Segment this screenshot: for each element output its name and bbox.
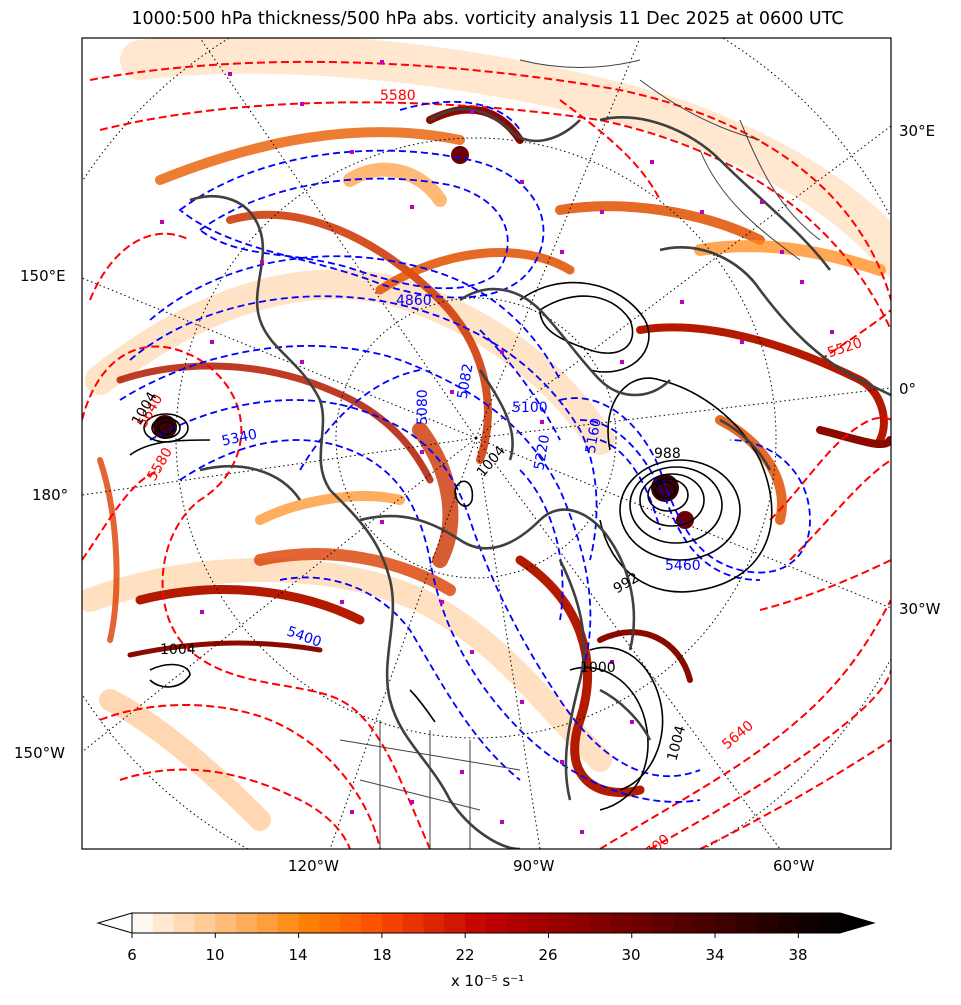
- vorticity-markers: [160, 60, 834, 834]
- colorbar-cell: [548, 913, 570, 933]
- colorbar-cell: [152, 913, 175, 933]
- thickness-label: 5460: [665, 558, 701, 574]
- colorbar-cell: [277, 913, 300, 933]
- pressure-contours: [129, 281, 773, 811]
- thickness-label: 4860: [396, 293, 432, 309]
- colorbar-cell: [173, 913, 195, 933]
- lon-label-bottom: 60°W: [773, 857, 815, 875]
- borders: [339, 59, 821, 849]
- colorbar-tick-label: 26: [538, 946, 558, 964]
- thickness-label: 5580: [380, 88, 416, 104]
- lon-label-left: 180°: [32, 486, 69, 504]
- colorbar-tick-label: 14: [288, 946, 308, 964]
- colorbar-cell: [340, 913, 362, 933]
- colorbar-cell: [694, 913, 716, 933]
- pressure-label: 1004: [160, 642, 196, 658]
- colorbar-cell: [819, 913, 841, 933]
- colorbar-tick-label: 10: [205, 946, 225, 964]
- colorbar-extend-min: [96, 912, 133, 934]
- colorbar-tick-label: 30: [621, 946, 641, 964]
- lon-label-left: 150°W: [14, 744, 65, 762]
- lon-label-right: 30°E: [899, 122, 936, 140]
- lon-label-bottom: 120°W: [288, 857, 339, 875]
- colorbar-cell: [527, 913, 549, 933]
- colorbar-extend-max: [839, 912, 876, 934]
- colorbar-outline: [131, 912, 841, 934]
- colorbar-cell: [423, 913, 445, 933]
- lon-label-bottom: 90°W: [513, 857, 555, 875]
- thickness-label: 5082: [455, 362, 477, 400]
- colorbar-units-label: x 10⁻⁵ s⁻¹: [450, 972, 525, 990]
- thickness-label: 5220: [531, 434, 553, 472]
- colorbar-cell: [215, 913, 237, 933]
- colorbar-cell: [631, 913, 654, 933]
- colorbar-cell: [465, 913, 487, 933]
- colorbar-cell: [194, 913, 216, 933]
- colorbar-tick-label: 18: [372, 946, 392, 964]
- colorbar-cell: [361, 913, 383, 933]
- coastlines: [189, 107, 891, 849]
- colorbar-cell: [756, 913, 779, 933]
- graticule: [82, 38, 891, 849]
- colorbar-cell: [444, 913, 466, 933]
- colorbar-cell: [236, 913, 258, 933]
- colorbar-cell: [777, 913, 799, 933]
- colorbar-cells: [132, 913, 841, 933]
- vorticity-shading: [82, 38, 891, 831]
- colorbar-cell: [506, 913, 529, 933]
- colorbar-cell: [256, 913, 279, 933]
- map-title: 1000:500 hPa thickness/500 hPa abs. vort…: [131, 9, 844, 29]
- colorbar-cell: [652, 913, 674, 933]
- thickness-contours-warm: [82, 60, 891, 849]
- lon-label-right: 30°W: [899, 600, 941, 618]
- thickness-label: 5160: [583, 417, 605, 455]
- pressure-label: 988: [654, 446, 681, 462]
- colorbar: [96, 912, 876, 938]
- lon-label-left: 150°E: [20, 267, 66, 285]
- colorbar-cell: [486, 913, 508, 933]
- thickness-label: 5340: [220, 427, 258, 450]
- pressure-label: 1000: [580, 660, 616, 676]
- colorbar-cell: [569, 913, 591, 933]
- thickness-label: 5100: [512, 400, 548, 416]
- map-field-layer: 4860 5160 5100 5340 5400 5460 5080 5082 …: [82, 38, 891, 849]
- colorbar-cell: [610, 913, 633, 933]
- colorbar-cell: [381, 913, 404, 933]
- colorbar-tick-label: 22: [455, 946, 475, 964]
- map-frame: [81, 37, 892, 850]
- colorbar-cell: [590, 913, 612, 933]
- lon-label-right: 0°: [899, 380, 917, 398]
- colorbar-cell: [715, 913, 737, 933]
- colorbar-cell: [298, 913, 320, 933]
- colorbar-tick-label: 6: [127, 946, 137, 964]
- colorbar-cell: [132, 913, 154, 933]
- colorbar-cell: [673, 913, 695, 933]
- colorbar-tick-marks: [131, 933, 799, 938]
- colorbar-cell: [402, 913, 425, 933]
- colorbar-tick-label: 34: [705, 946, 725, 964]
- thickness-label: 5080: [415, 389, 431, 425]
- colorbar-cell: [735, 913, 758, 933]
- thickness-contours-cold: [119, 100, 811, 803]
- colorbar-cell: [319, 913, 341, 933]
- colorbar-tick-label: 38: [788, 946, 808, 964]
- colorbar-cell: [798, 913, 820, 933]
